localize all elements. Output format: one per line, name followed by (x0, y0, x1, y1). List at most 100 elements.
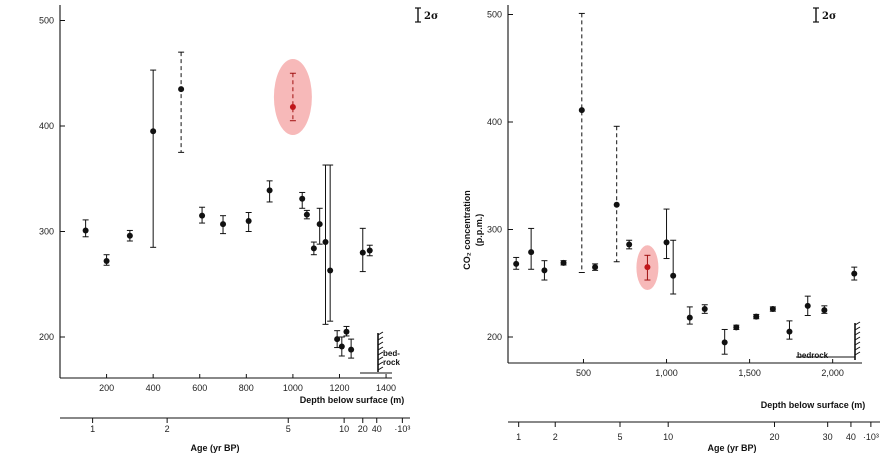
right-bedrock-hatch (854, 341, 861, 346)
right-bedrock-hatch (854, 321, 861, 326)
left-bedrock-label: bed- (383, 349, 400, 358)
right-age-tick-label: 5 (618, 432, 623, 442)
left-x-tick-label: 1400 (376, 383, 396, 393)
right-x-axis-title: Depth below surface (m) (761, 400, 866, 410)
right-data-point (733, 324, 740, 331)
right-data-point (804, 302, 811, 309)
right-data-point (670, 272, 677, 279)
left-data-point (199, 212, 206, 219)
left-x-axis-title: Depth below surface (m) (300, 395, 405, 405)
left-error-key-label: 2σ (424, 11, 438, 22)
left-age-tick-label: 10 (339, 424, 349, 434)
left-age-axis-title: Age (yr BP) (190, 443, 239, 453)
right-data-point (592, 264, 599, 271)
left-data-point (245, 217, 252, 224)
left-data-point (334, 336, 341, 343)
left-data-point (178, 86, 185, 93)
left-x-tick-label: 400 (146, 383, 161, 393)
left-bedrock-hatch (377, 346, 384, 351)
right-data-point (851, 270, 858, 277)
left-y-tick-label: 300 (39, 227, 54, 237)
left-y-tick-label: 500 (39, 16, 54, 26)
left-data-point (327, 267, 334, 274)
right-y-axis-unit: (p.p.m.) (474, 214, 484, 247)
left-bedrock-label: rock (383, 358, 400, 367)
left-x-tick-label: 600 (192, 383, 207, 393)
left-data-point (82, 227, 89, 234)
right-data-point (686, 314, 693, 321)
left-data-point (299, 195, 306, 202)
right-data-point (528, 249, 535, 256)
right-y-tick-label: 500 (487, 10, 502, 20)
right-bedrock-hatch (854, 346, 861, 351)
right-chart: 200 300 400 500 500 1,000 1,500 2,000 Depth belo… (462, 5, 880, 453)
right-age-tick-label: 20 (770, 432, 780, 442)
left-bedrock-hatch (377, 331, 384, 336)
left-data-point (126, 232, 133, 239)
right-x-tick-label: 500 (576, 368, 591, 378)
right-data-point (513, 260, 520, 267)
right-data-point (721, 339, 728, 346)
left-data-point (310, 245, 317, 252)
right-age-tick-label: ·10³ (863, 432, 879, 442)
right-age-axis-title: Age (yr BP) (707, 443, 756, 453)
right-data-point (753, 313, 760, 320)
right-data-point (786, 328, 793, 335)
left-data-point (338, 343, 345, 350)
right-data-point (769, 306, 776, 313)
left-age-tick-label: 1 (90, 424, 95, 434)
left-age-tick-label: 2 (165, 424, 170, 434)
left-bedrock-hatch (377, 351, 384, 356)
left-data-point (303, 211, 310, 218)
left-y-tick-label: 200 (39, 332, 54, 342)
left-data-point (359, 249, 366, 256)
right-data-point (541, 267, 548, 274)
right-age-tick-label: 30 (823, 432, 833, 442)
right-data-point (626, 241, 633, 248)
left-data-point (316, 221, 323, 228)
left-bedrock-hatch (377, 361, 384, 366)
right-data-point (644, 264, 651, 271)
right-y-axis-title: CO₂ concentration (462, 190, 472, 270)
left-data-point (348, 346, 355, 353)
left-x-tick-label: 1200 (329, 383, 349, 393)
right-data-point (701, 306, 708, 313)
right-bedrock-hatch (854, 351, 861, 356)
right-age-tick-label: 2 (553, 432, 558, 442)
right-data-point (663, 239, 670, 246)
right-bedrock-hatch (854, 336, 861, 341)
left-data-point (220, 221, 227, 228)
left-data-point (289, 104, 296, 111)
left-data-point (103, 258, 110, 265)
right-data-point (578, 107, 585, 114)
left-bedrock-hatch (377, 341, 384, 346)
right-data-point (613, 201, 620, 208)
right-bedrock-label: bedrock (797, 351, 829, 360)
left-data-point (322, 239, 329, 246)
right-data-point (560, 259, 567, 266)
right-age-tick-label: 10 (663, 432, 673, 442)
right-x-tick-label: 2,000 (821, 368, 844, 378)
left-bedrock-hatch (377, 366, 384, 371)
left-data-point (150, 128, 157, 135)
left-y-tick-label: 400 (39, 121, 54, 131)
left-bedrock-hatch (377, 356, 384, 361)
left-data-point (266, 187, 273, 194)
left-data-point (366, 247, 373, 254)
right-y-tick-label: 300 (487, 225, 502, 235)
left-age-tick-label: 40 (372, 424, 382, 434)
left-age-tick-label: ·10³ (394, 424, 410, 434)
right-data-point (821, 307, 828, 314)
left-age-tick-label: 5 (286, 424, 291, 434)
left-age-tick-label: 20 (358, 424, 368, 434)
right-age-tick-label: 1 (516, 432, 521, 442)
left-data-point (343, 328, 350, 335)
right-x-tick-label: 1,500 (738, 368, 761, 378)
right-error-key-label: 2σ (822, 11, 836, 22)
right-y-tick-label: 200 (487, 332, 502, 342)
right-age-tick-label: 40 (846, 432, 856, 442)
left-x-tick-label: 800 (239, 383, 254, 393)
right-x-tick-label: 1,000 (655, 368, 678, 378)
right-y-tick-label: 400 (487, 117, 502, 127)
